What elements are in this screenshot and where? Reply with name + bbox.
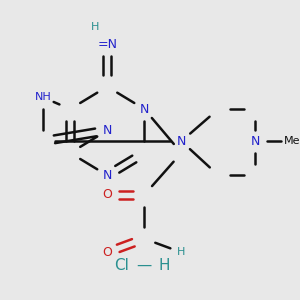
- Text: O: O: [102, 246, 112, 259]
- Text: =N: =N: [97, 38, 117, 51]
- Text: H: H: [177, 248, 185, 257]
- Text: NH: NH: [99, 40, 116, 50]
- Text: N: N: [251, 135, 260, 148]
- Text: —: —: [137, 257, 152, 273]
- Text: O: O: [102, 188, 112, 201]
- Text: H: H: [92, 22, 100, 32]
- Text: Cl: Cl: [114, 257, 129, 273]
- Text: H: H: [158, 257, 169, 273]
- Text: NH: NH: [34, 92, 51, 102]
- Text: Me: Me: [284, 136, 300, 146]
- Text: N: N: [103, 169, 112, 182]
- Text: N: N: [103, 124, 112, 137]
- Text: N: N: [177, 135, 186, 148]
- Text: H: H: [177, 248, 185, 257]
- Text: N: N: [140, 103, 149, 116]
